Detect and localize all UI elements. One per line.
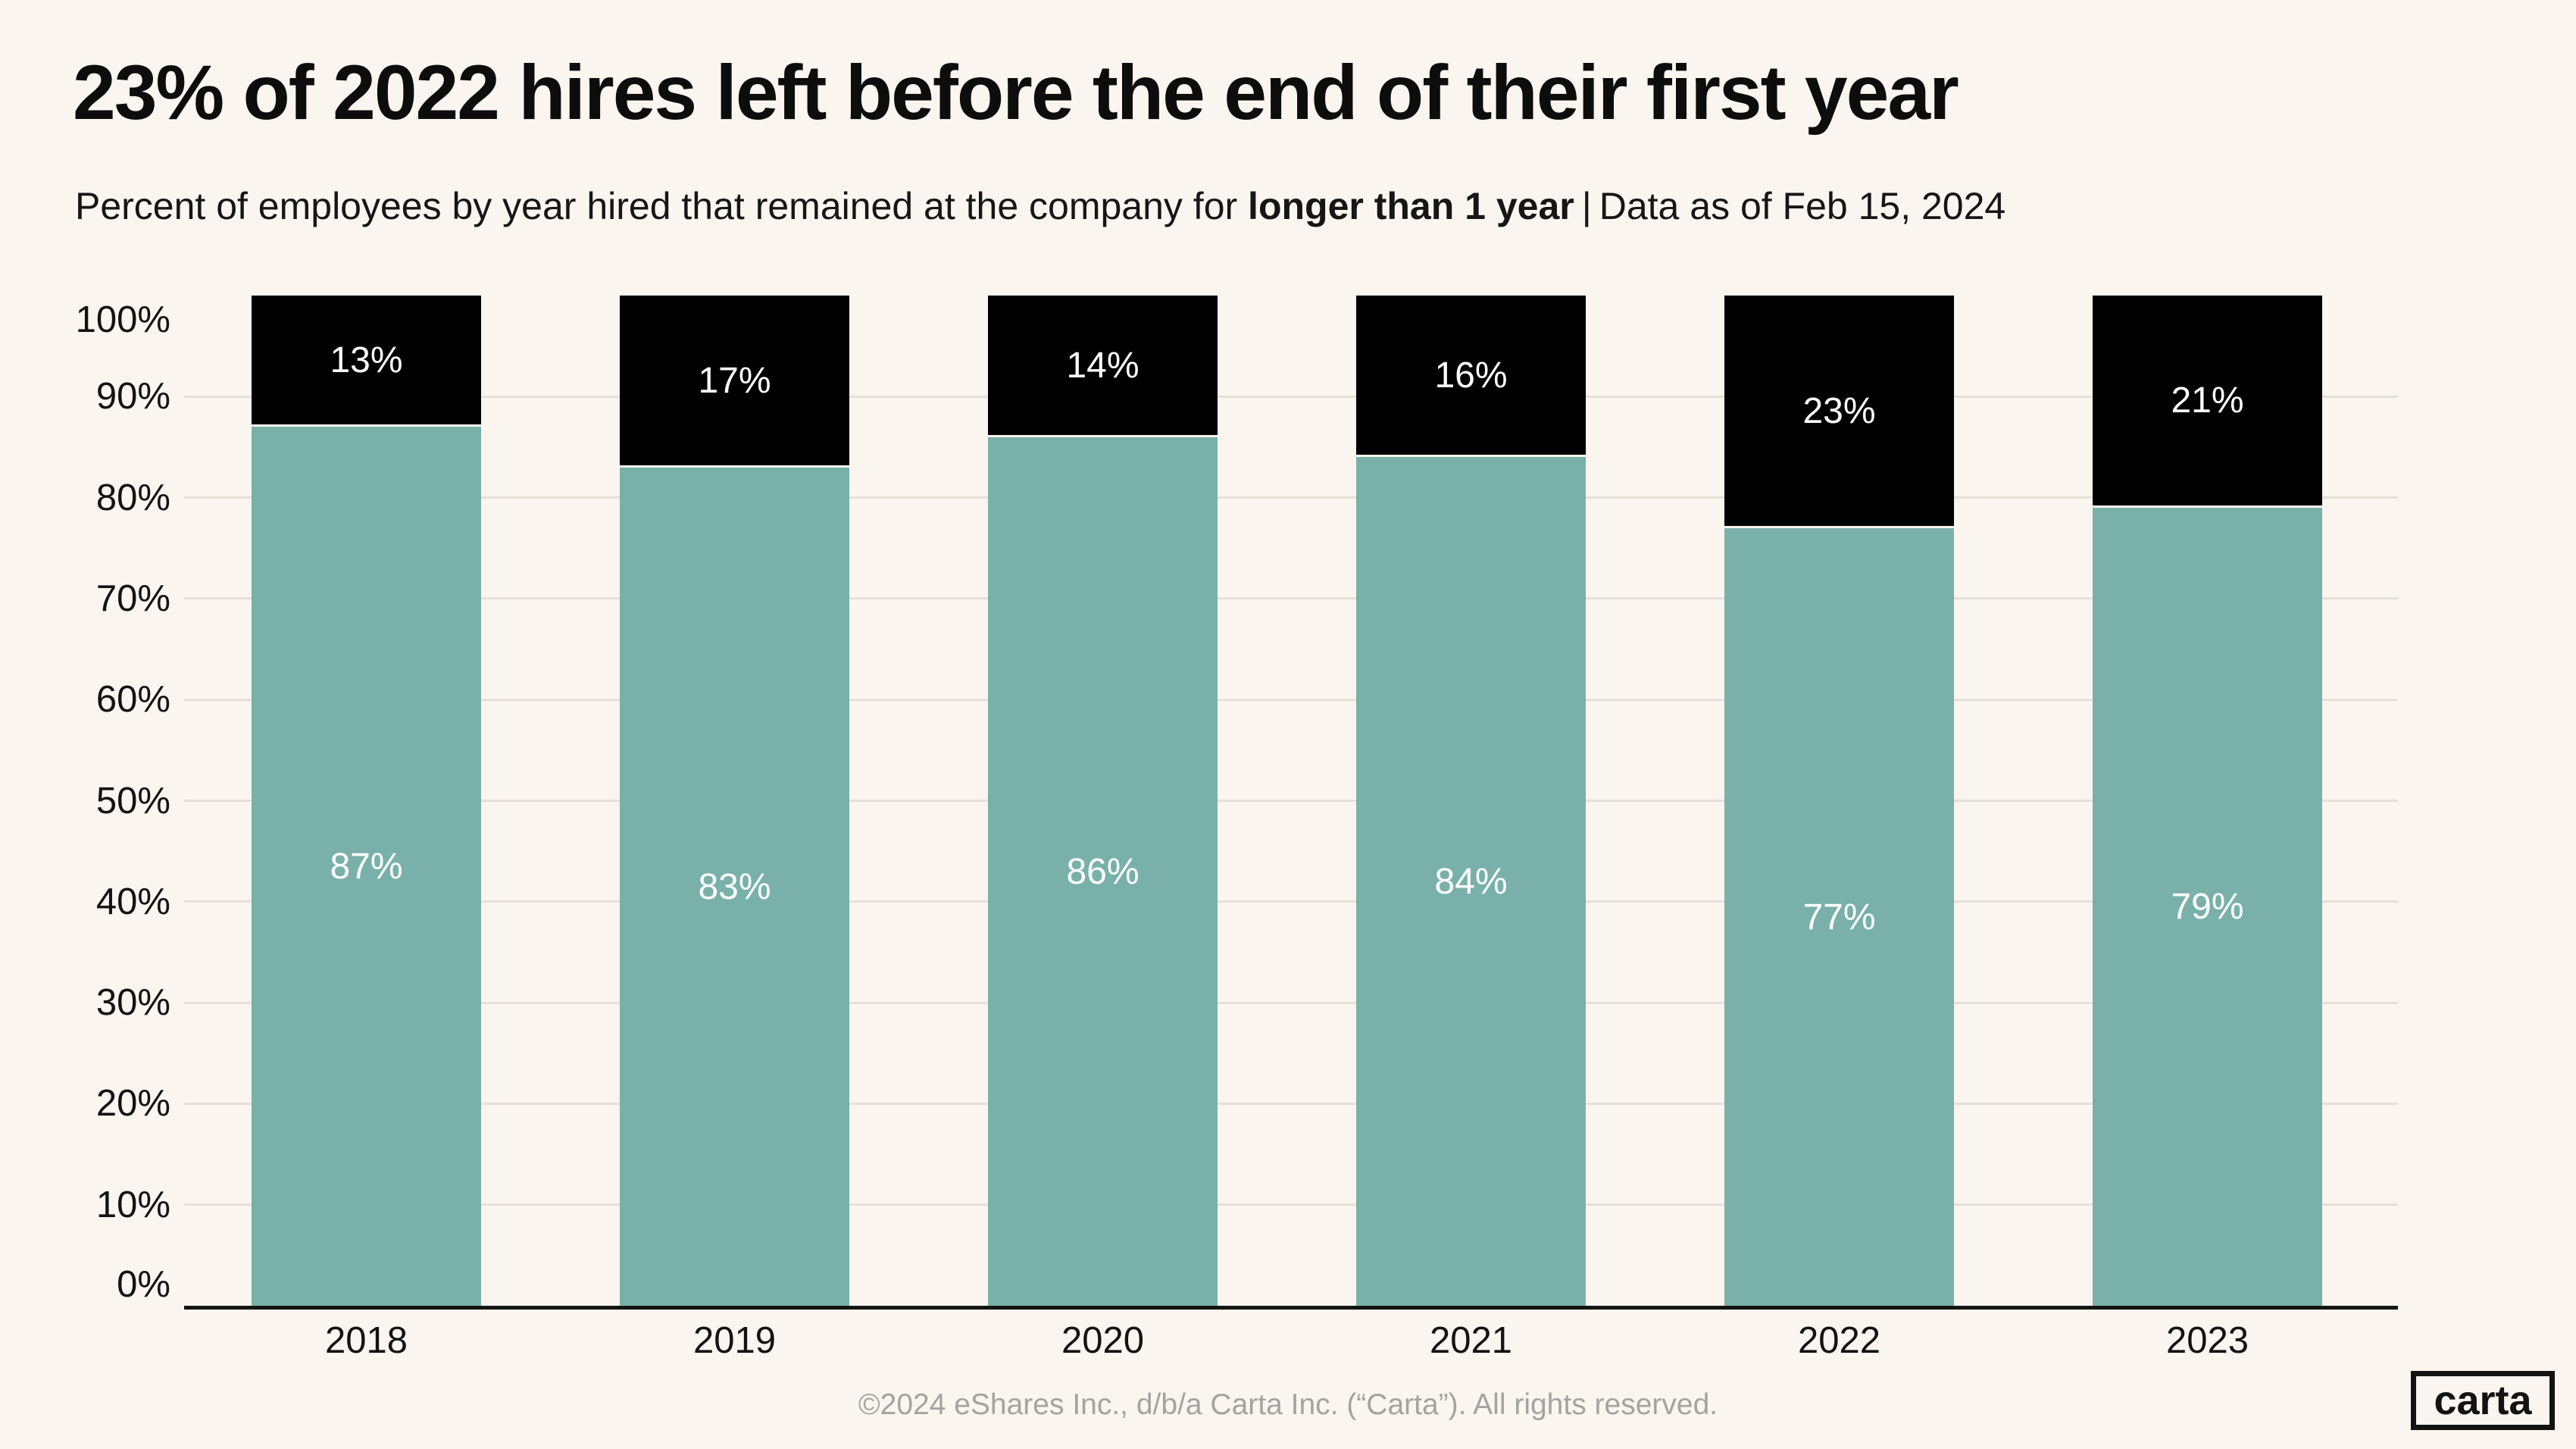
bar-2019-remained-segment: 83% <box>620 468 849 1306</box>
subtitle-prefix: Percent of employees by year hired that … <box>75 185 1249 227</box>
y-axis-label-70: 70% <box>95 577 170 619</box>
bar-2018-remained-segment: 87% <box>252 427 481 1306</box>
chart-title: 23% of 2022 hires left before the end of… <box>73 49 1959 136</box>
gridline-70 <box>184 597 2398 600</box>
bar-2018-remained-label: 87% <box>330 846 403 887</box>
bar-2023: 21% 79% <box>2093 296 2322 1306</box>
gridline-50 <box>184 800 2398 802</box>
bar-2022-remained-label: 77% <box>1802 897 1876 937</box>
chart-subtitle: Percent of employees by year hired that … <box>75 184 2005 228</box>
bar-2020-left-segment: 14% <box>988 296 1218 437</box>
gridline-30 <box>184 1001 2398 1004</box>
y-axis-label-50: 50% <box>95 780 170 822</box>
y-axis-label-100: 100% <box>75 299 170 340</box>
y-axis-label-40: 40% <box>95 881 170 922</box>
bar-2023-left-segment: 21% <box>2093 296 2322 508</box>
x-axis-label-2019: 2019 <box>692 1320 776 1361</box>
bar-2020-remained-segment: 86% <box>988 437 1218 1306</box>
subtitle-separator: | <box>1581 185 1592 227</box>
bar-2021-left-label: 16% <box>1434 355 1508 396</box>
bar-2022: 23% 77% <box>1724 296 1954 1306</box>
gridline-40 <box>184 900 2398 903</box>
bar-2019: 17% 83% <box>620 296 849 1306</box>
y-axis-label-20: 20% <box>95 1083 170 1125</box>
y-axis-label-60: 60% <box>95 679 170 721</box>
copyright-footer: ©2024 eShares Inc., d/b/a Carta Inc. (“C… <box>858 1388 1718 1421</box>
bar-2019-left-label: 17% <box>698 360 771 401</box>
bar-2018-left-label: 13% <box>330 340 403 380</box>
subtitle-highlight: longer than 1 year <box>1248 185 1574 227</box>
x-axis-label-2021: 2021 <box>1429 1320 1512 1361</box>
bar-2020-left-label: 14% <box>1066 345 1140 386</box>
bar-2019-remained-label: 83% <box>698 866 771 907</box>
bar-2020: 14% 86% <box>988 296 1218 1306</box>
subtitle-date: Data as of Feb 15, 2024 <box>1599 185 2006 227</box>
x-axis-label-2022: 2022 <box>1797 1320 1880 1361</box>
bar-2021-remained-segment: 84% <box>1356 457 1586 1306</box>
gridline-90 <box>184 395 2398 398</box>
bar-2022-left-segment: 23% <box>1724 296 1954 528</box>
bar-2018: 13% 87% <box>252 296 481 1306</box>
x-axis-line <box>184 1306 2398 1310</box>
bar-2018-left-segment: 13% <box>252 296 481 427</box>
gridline-80 <box>184 496 2398 499</box>
gridline-10 <box>184 1203 2398 1206</box>
bar-2021: 16% 84% <box>1356 296 1586 1306</box>
y-axis-label-30: 30% <box>95 982 170 1024</box>
carta-logo-text: carta <box>2434 1378 2532 1423</box>
y-axis-label-0: 0% <box>117 1264 170 1305</box>
bar-2023-left-label: 21% <box>2171 380 2244 421</box>
bar-2022-left-label: 23% <box>1802 390 1876 431</box>
bar-2022-remained-segment: 77% <box>1724 528 1954 1306</box>
bar-2023-remained-label: 79% <box>2171 887 2244 927</box>
y-axis-label-90: 90% <box>95 376 170 418</box>
x-axis-label-2020: 2020 <box>1061 1320 1144 1361</box>
bar-2020-remained-label: 86% <box>1066 851 1140 892</box>
bar-2021-remained-label: 84% <box>1434 861 1508 902</box>
gridline-20 <box>184 1102 2398 1105</box>
y-axis-label-80: 80% <box>95 477 170 518</box>
y-axis-label-10: 10% <box>95 1184 170 1225</box>
x-axis-label-2018: 2018 <box>324 1320 408 1361</box>
bar-2019-left-segment: 17% <box>620 296 849 468</box>
plot-area: 13% 87% 17% 83% 14% 86% 16% 84% 23% 77% 21% 79% <box>184 296 2398 1306</box>
bar-2021-left-segment: 16% <box>1356 296 1586 457</box>
bar-2023-remained-segment: 79% <box>2093 508 2322 1306</box>
x-axis-label-2023: 2023 <box>2165 1320 2249 1361</box>
gridline-60 <box>184 698 2398 701</box>
carta-logo: carta <box>2411 1371 2555 1430</box>
